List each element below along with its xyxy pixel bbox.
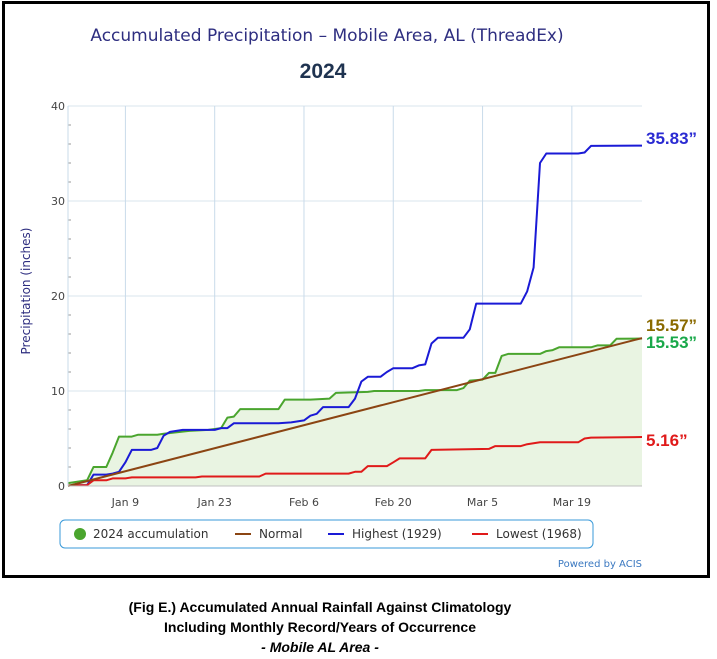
legend-label: Highest (1929) — [352, 527, 442, 541]
legend: 2024 accumulation Normal Highest (1929) Low… — [59, 519, 594, 549]
highest-1929-line — [67, 144, 643, 487]
chart-frame: Accumulated Precipitation – Mobile Area,… — [2, 1, 710, 578]
legend-label: 2024 accumulation — [93, 527, 208, 541]
caption-line-2: Including Monthly Record/Years of Occurr… — [164, 619, 476, 635]
series-lines — [67, 144, 643, 487]
y-tick-label: 0 — [58, 480, 65, 493]
legend-label: Normal — [259, 527, 302, 541]
x-tick-label: Mar 5 — [467, 496, 498, 509]
figure-caption: (Fig E.) Accumulated Annual Rainfall Aga… — [0, 597, 640, 657]
precipitation-chart: Accumulated Precipitation – Mobile Area,… — [19, 26, 697, 570]
end-labels: 35.83” 15.57”15.53” 5.16” — [646, 129, 697, 450]
x-tick-label: Mar 19 — [553, 496, 591, 509]
legend-box — [59, 519, 594, 549]
caption-line-1: (Fig E.) Accumulated Annual Rainfall Aga… — [128, 599, 512, 615]
normal-line — [67, 337, 643, 487]
x-tick-label: Jan 23 — [196, 496, 231, 509]
end-value-label: 5.16” — [646, 431, 688, 450]
chart-subtitle: 2024 — [300, 60, 347, 83]
chart-title: Accumulated Precipitation – Mobile Area,… — [90, 26, 563, 46]
legend-swatch-dot — [74, 528, 86, 540]
x-tick-label: Feb 6 — [289, 496, 319, 509]
y-tick-label: 20 — [51, 290, 65, 303]
y-axis-label: Precipitation (inches) — [19, 228, 33, 355]
axes: 0 10 20 30 40 Jan 9 Jan 23 Feb 6 Feb 20 Mar 5 Mar … — [51, 100, 642, 509]
caption-line-3: - Mobile AL Area - — [261, 639, 379, 655]
end-value-label: 15.57” — [646, 316, 697, 335]
y-tick-label: 10 — [51, 385, 65, 398]
credit-text[interactable]: Powered by ACIS — [558, 559, 642, 570]
x-tick-label: Jan 9 — [111, 496, 139, 509]
end-value-label: 35.83” — [646, 129, 697, 148]
x-tick-label: Feb 20 — [375, 496, 412, 509]
y-tick-label: 30 — [51, 195, 65, 208]
y-tick-label: 40 — [51, 100, 65, 113]
end-value-label: 15.53” — [646, 333, 697, 352]
legend-label: Lowest (1968) — [496, 527, 582, 541]
lowest-1968-line — [67, 436, 643, 487]
2024-accumulation-line — [67, 337, 643, 485]
